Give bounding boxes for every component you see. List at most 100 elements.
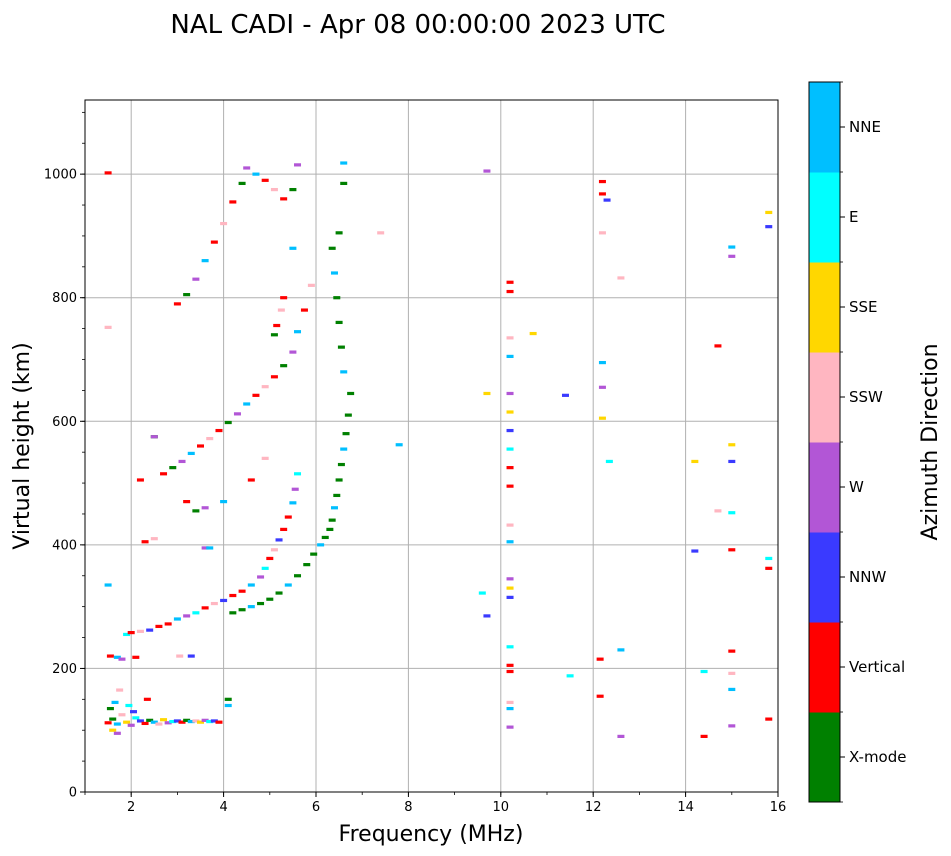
data-point bbox=[192, 611, 200, 615]
data-point bbox=[289, 246, 297, 250]
data-point bbox=[127, 630, 135, 635]
data-point bbox=[220, 500, 228, 504]
data-point bbox=[187, 451, 195, 456]
data-point bbox=[141, 540, 149, 544]
plot-area: 2 4 6 8 10 12 14 16 0 200 400 600 800 1000 bbox=[44, 99, 786, 815]
data-point bbox=[210, 719, 218, 723]
data-point bbox=[150, 435, 158, 439]
data-point bbox=[229, 593, 237, 598]
data-point bbox=[109, 717, 117, 721]
data-point bbox=[506, 428, 514, 433]
data-point bbox=[201, 259, 209, 263]
data-point bbox=[275, 538, 283, 542]
data-point bbox=[728, 443, 736, 447]
colorbar-label-nne: NNE bbox=[849, 118, 881, 136]
data-point bbox=[273, 323, 281, 328]
colorbar-label-x-mode: X-mode bbox=[849, 748, 906, 766]
x-tick-label: 2 bbox=[127, 800, 135, 815]
data-point bbox=[317, 543, 325, 547]
data-point bbox=[261, 385, 269, 389]
data-point bbox=[187, 719, 195, 724]
data-point bbox=[243, 166, 251, 170]
data-point bbox=[183, 718, 191, 722]
data-point bbox=[229, 200, 237, 204]
colorbar-segment-ssw bbox=[809, 352, 840, 443]
x-tick-label: 14 bbox=[677, 800, 694, 815]
data-point bbox=[529, 331, 537, 336]
data-point bbox=[197, 444, 204, 448]
data-point bbox=[127, 723, 135, 727]
colorbar-label-vertical: Vertical bbox=[849, 658, 905, 676]
data-point bbox=[206, 546, 214, 550]
colorbar-segment-x-mode bbox=[809, 712, 840, 803]
data-point bbox=[598, 416, 606, 420]
data-point bbox=[111, 700, 119, 705]
data-point bbox=[310, 552, 318, 556]
data-point bbox=[566, 674, 574, 678]
data-point bbox=[247, 478, 255, 482]
data-point bbox=[333, 493, 341, 498]
data-point bbox=[561, 393, 569, 397]
data-point bbox=[321, 535, 329, 540]
data-point bbox=[728, 254, 736, 258]
data-point bbox=[224, 703, 232, 708]
data-point bbox=[330, 271, 338, 275]
grid-lines bbox=[85, 100, 779, 793]
data-point bbox=[164, 622, 172, 626]
colorbar-label-ssw: SSW bbox=[849, 388, 883, 406]
data-point bbox=[113, 655, 121, 659]
colorbar-segment-vertical bbox=[809, 622, 840, 713]
data-point bbox=[596, 694, 604, 698]
data-point bbox=[247, 583, 255, 587]
data-point bbox=[294, 574, 302, 578]
data-point bbox=[160, 718, 168, 722]
data-point bbox=[303, 563, 311, 567]
data-point bbox=[201, 506, 209, 510]
x-axis-ticks: 2 4 6 8 10 12 14 16 bbox=[84, 792, 786, 815]
data-point bbox=[270, 333, 278, 337]
colorbar-segment-e bbox=[809, 172, 840, 263]
data-point bbox=[113, 731, 121, 735]
data-point bbox=[132, 655, 140, 659]
data-point bbox=[125, 703, 133, 708]
data-point bbox=[277, 308, 285, 312]
data-point bbox=[243, 402, 251, 406]
data-point bbox=[506, 354, 514, 359]
data-point bbox=[132, 716, 140, 720]
data-point bbox=[506, 663, 514, 667]
data-point bbox=[617, 648, 625, 652]
data-point bbox=[192, 509, 200, 513]
y-tick-label: 600 bbox=[52, 415, 77, 430]
data-point bbox=[252, 393, 260, 397]
data-point bbox=[266, 597, 274, 601]
data-point bbox=[136, 629, 144, 633]
data-point bbox=[252, 172, 260, 176]
data-point bbox=[238, 608, 246, 612]
data-point bbox=[728, 511, 736, 515]
data-point bbox=[333, 296, 341, 300]
data-point bbox=[700, 734, 708, 738]
data-point bbox=[506, 484, 514, 488]
chart-title: NAL CADI - Apr 08 00:00:00 2023 UTC bbox=[170, 10, 665, 40]
y-tick-label: 1000 bbox=[44, 168, 77, 183]
data-point bbox=[344, 413, 352, 417]
data-point bbox=[335, 320, 343, 325]
data-point bbox=[483, 391, 491, 396]
data-point bbox=[183, 293, 191, 297]
data-point bbox=[164, 721, 172, 725]
data-point bbox=[617, 734, 625, 738]
data-point bbox=[183, 614, 191, 618]
data-point bbox=[714, 509, 722, 513]
data-point bbox=[123, 720, 131, 724]
data-point bbox=[506, 410, 514, 414]
data-point bbox=[765, 566, 773, 570]
x-tick-label: 12 bbox=[585, 800, 602, 815]
data-point bbox=[728, 245, 736, 249]
data-point bbox=[280, 197, 288, 201]
data-point bbox=[506, 586, 514, 590]
data-point bbox=[289, 501, 297, 505]
data-point bbox=[136, 719, 144, 723]
data-point bbox=[506, 595, 514, 599]
data-point bbox=[289, 187, 297, 192]
